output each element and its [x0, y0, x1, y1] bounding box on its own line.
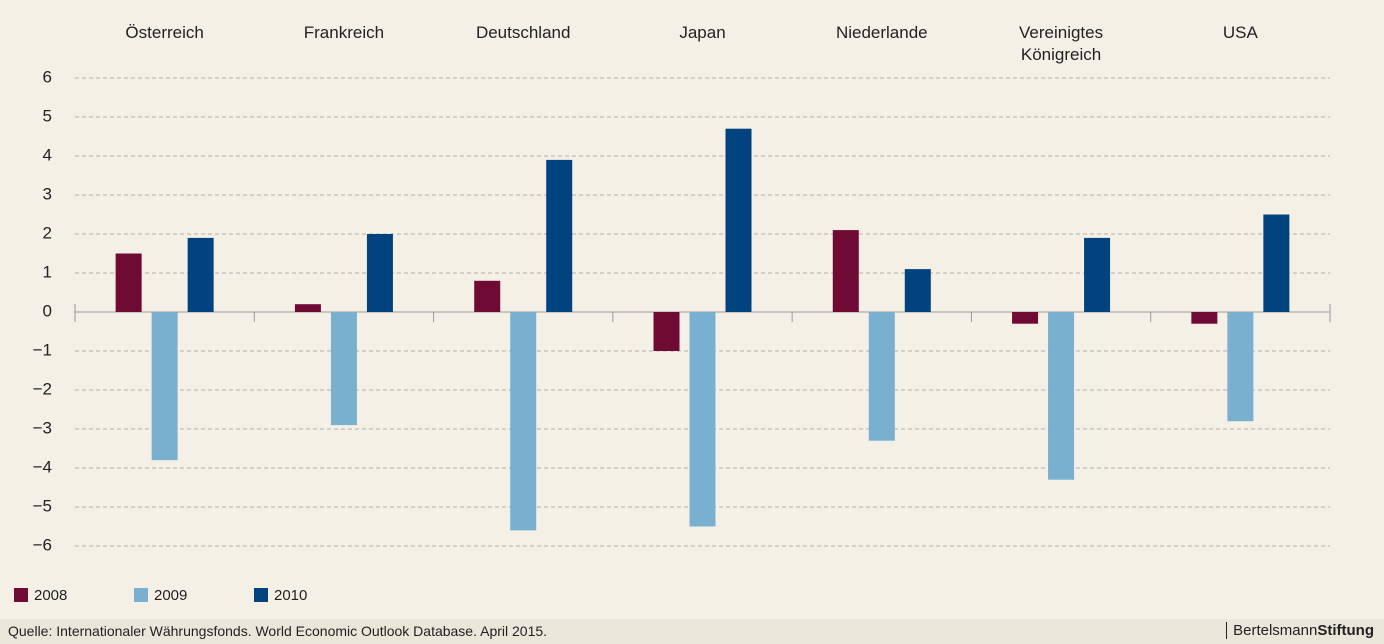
bar: [1048, 312, 1075, 480]
y-tick-label: 0: [43, 301, 52, 320]
y-tick-label: −2: [33, 379, 52, 398]
brand-name-bold: Stiftung: [1317, 622, 1374, 639]
category-label: Deutschland: [475, 23, 571, 42]
bar: [294, 304, 321, 312]
y-tick-label: −4: [33, 457, 52, 476]
category-label: Japan: [679, 23, 726, 42]
y-tick-label: 5: [43, 106, 52, 125]
bar: [366, 234, 393, 312]
legend-swatch: [254, 588, 268, 602]
category-label: Österreich: [125, 23, 204, 42]
y-tick-label: 4: [43, 145, 52, 164]
bar: [868, 312, 895, 441]
y-tick-label: −6: [33, 535, 52, 554]
y-tick-label: 2: [43, 223, 52, 242]
y-tick-label: −1: [33, 340, 52, 359]
source: Quelle: Internationaler Währungsfonds. W…: [8, 623, 548, 639]
category-label: Vereinigtes Königreich: [1019, 23, 1104, 64]
brand-name: Bertelsmann: [1233, 622, 1318, 639]
legend-swatch: [14, 588, 28, 602]
bar: [151, 312, 178, 461]
bar: [546, 159, 573, 312]
category-label: Frankreich: [303, 23, 385, 42]
brand: BertelsmannStiftung: [1226, 622, 1374, 639]
bar: [725, 128, 752, 312]
bar: [1084, 237, 1111, 312]
y-tick-label: −5: [33, 496, 52, 515]
bar: [832, 230, 859, 312]
bar: [330, 312, 357, 426]
legend-label: 2008: [34, 587, 67, 604]
category-label: Niederlande: [835, 23, 928, 42]
bar: [904, 269, 931, 312]
category-label: USA: [1222, 23, 1258, 42]
bar: [689, 312, 716, 527]
y-tick-label: 1: [43, 262, 52, 281]
bar: [1227, 312, 1254, 422]
y-tick-label: −3: [33, 418, 52, 437]
chart: −6 −5 −4 −3 −2 −1 0 1 2 3 4 5 6 2008 2009 2010: [14, 67, 1331, 604]
footer: Quelle: Internationaler Währungsfonds. W…: [0, 619, 1384, 644]
bar: [1012, 312, 1039, 324]
bar: [1263, 214, 1290, 312]
bar: [653, 312, 680, 351]
bar: [474, 280, 501, 312]
legend-label: 2010: [274, 587, 307, 604]
bar: [510, 312, 537, 531]
bar: [1191, 312, 1218, 324]
y-tick-label: 6: [43, 67, 52, 86]
bar: [115, 253, 142, 312]
bar: [187, 237, 214, 312]
legend-label: 2009: [154, 587, 187, 604]
legend-swatch: [134, 588, 148, 602]
y-tick-label: 3: [43, 184, 52, 203]
